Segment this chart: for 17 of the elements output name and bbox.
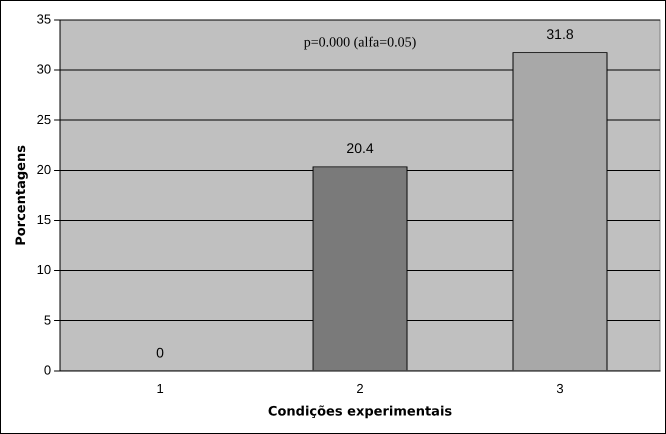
y-tick-label: 0 — [44, 362, 52, 378]
y-tick-label: 10 — [36, 262, 52, 278]
y-tick-label: 15 — [36, 212, 52, 228]
x-tick-label: 1 — [156, 381, 164, 396]
data-label: 31.8 — [546, 26, 574, 42]
y-tick-label: 30 — [36, 62, 52, 77]
y-tick-label: 20 — [36, 162, 52, 177]
y-tick-label: 25 — [36, 112, 52, 127]
data-label: 20.4 — [346, 140, 374, 156]
x-tick-label: 3 — [556, 381, 564, 396]
y-tick-label: 5 — [44, 312, 52, 328]
y-tick-label: 35 — [36, 12, 52, 27]
annotation: p=0.000 (alfa=0.05) — [304, 36, 417, 51]
y-axis-title: Porcentagens — [14, 144, 30, 246]
x-axis-title: Condições experimentais — [268, 404, 452, 420]
x-tick-label: 2 — [356, 381, 364, 396]
data-label: 0 — [156, 344, 164, 361]
